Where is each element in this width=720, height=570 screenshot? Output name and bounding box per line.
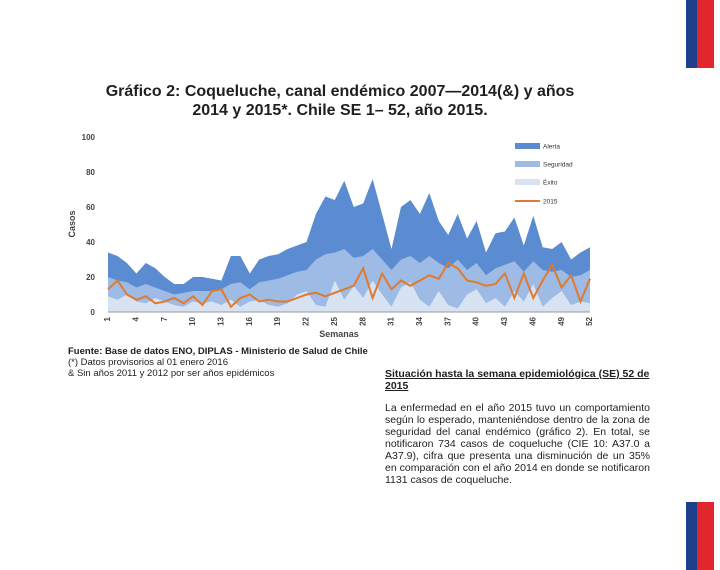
x-tick-label: 19 — [273, 316, 282, 325]
flag-red-band — [697, 0, 714, 68]
x-tick-label: 10 — [188, 316, 197, 325]
chile-flag-top — [686, 0, 714, 68]
x-tick-label: 13 — [217, 316, 226, 325]
x-tick-label: 25 — [330, 316, 339, 325]
x-tick-label: 1 — [103, 316, 112, 321]
flag-blue-band — [686, 0, 697, 68]
chile-flag-bottom — [686, 502, 714, 570]
endemic-channel-chart: 0 20 40 60 80 100 1 4 7 10 13 16 19 22 25 28 31 34 37 40 43 4… — [67, 133, 594, 339]
x-axis-title: Semanas — [319, 329, 359, 339]
y-tick-label: 80 — [86, 168, 95, 177]
legend-label-2015: 2015 — [543, 199, 558, 206]
y-tick-label: 40 — [86, 238, 95, 247]
chart-title-line1: Gráfico 2: Coqueluche, canal endémico 20… — [105, 83, 575, 100]
legend-label-alerta: Alerta — [543, 144, 560, 151]
provisional-note: (*) Datos provisorios al 01 enero 2016 — [68, 357, 229, 368]
y-tick-label: 100 — [82, 133, 96, 142]
legend-swatch-seguridad — [515, 161, 540, 167]
situation-body: La enfermedad en el año 2015 tuvo un com… — [385, 402, 650, 486]
situation-heading: Situación hasta la semana epidemiológica… — [385, 368, 650, 392]
x-tick-label: 31 — [387, 316, 396, 325]
x-tick-label: 4 — [131, 316, 140, 321]
x-tick-label: 34 — [415, 316, 424, 325]
y-axis-title: Casos — [67, 210, 77, 237]
x-tick-label: 22 — [302, 316, 311, 325]
y-tick-label: 60 — [86, 203, 95, 212]
situation-box: Situación hasta la semana epidemiológica… — [385, 368, 650, 486]
legend-label-exito: Éxito — [543, 178, 558, 187]
chart-title-line2: 2014 y 2015*. Chile SE 1– 52, año 2015. — [192, 102, 488, 119]
flag-red-band — [697, 502, 714, 570]
x-tick-label: 46 — [528, 316, 537, 325]
x-tick-label: 28 — [358, 316, 367, 325]
x-tick-label: 16 — [245, 316, 254, 325]
x-tick-label: 40 — [472, 316, 481, 325]
line-2015 — [107, 261, 591, 309]
source-notes: Fuente: Base de datos ENO, DIPLAS - Mini… — [68, 346, 368, 379]
source-line: Fuente: Base de datos ENO, DIPLAS - Mini… — [68, 346, 368, 357]
x-tick-label: 37 — [443, 316, 452, 325]
epidemic-years-note: & Sin años 2011 y 2012 por ser años epid… — [68, 368, 275, 379]
x-tick-label: 7 — [160, 316, 169, 321]
flag-blue-band — [686, 502, 697, 570]
legend-swatch-alerta — [515, 143, 540, 149]
y-tick-label: 20 — [86, 273, 95, 282]
chart-title: Gráfico 2: Coqueluche, canal endémico 20… — [60, 82, 620, 120]
x-tick-label: 43 — [500, 316, 509, 325]
y-tick-label: 0 — [91, 308, 96, 317]
legend-label-seguridad: Seguridad — [543, 162, 573, 169]
legend-swatch-exito — [515, 179, 540, 185]
x-tick-label: 49 — [557, 316, 566, 325]
x-tick-label: 52 — [585, 316, 594, 325]
